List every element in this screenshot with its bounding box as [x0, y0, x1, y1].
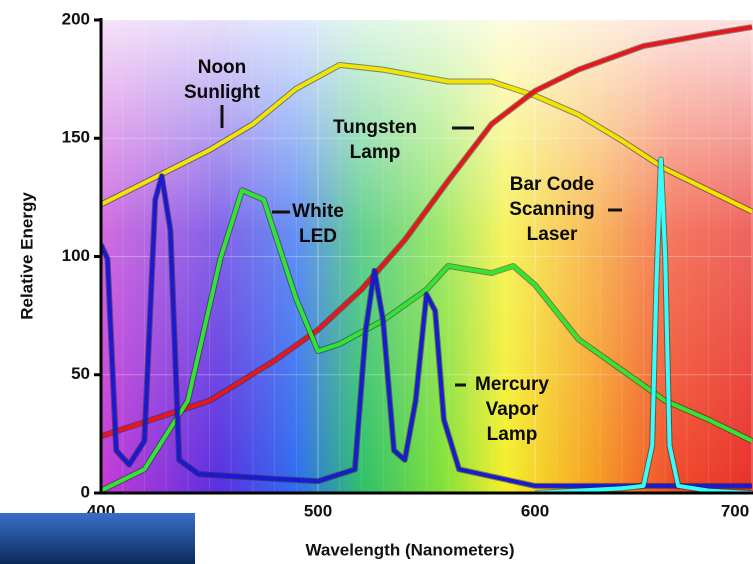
annotation: LED — [299, 226, 337, 247]
y-axis-label: Relative Energy — [17, 192, 36, 320]
x-tick-label: 700 — [721, 501, 749, 520]
y-tick-label: 150 — [62, 128, 90, 147]
annotation: Scanning — [509, 199, 595, 220]
x-axis-label: Wavelength (Nanometers) — [305, 540, 514, 559]
y-tick-label: 50 — [71, 364, 90, 383]
annotation: Noon — [198, 57, 247, 78]
photo-thumbnail — [0, 513, 195, 564]
annotation: White — [292, 201, 344, 222]
annotation: Bar Code — [510, 174, 594, 195]
series-line — [101, 188, 753, 493]
y-tick-label: 0 — [81, 482, 90, 501]
series-line — [534, 157, 753, 493]
x-tick-label: 500 — [304, 501, 332, 520]
annotation: Sunlight — [184, 82, 261, 103]
y-tick-label: 200 — [62, 9, 90, 28]
annotation: Lamp — [350, 142, 401, 163]
annotation: Tungsten — [333, 117, 417, 138]
x-tick-label: 600 — [521, 501, 549, 520]
annotation: Mercury — [475, 374, 549, 395]
annotation: Laser — [527, 224, 578, 245]
series-line — [101, 174, 752, 488]
series-line — [101, 25, 753, 439]
annotation: Vapor — [486, 399, 539, 420]
y-tick-label: 100 — [62, 246, 90, 265]
background-haze — [101, 20, 753, 493]
annotation: Lamp — [487, 424, 538, 445]
